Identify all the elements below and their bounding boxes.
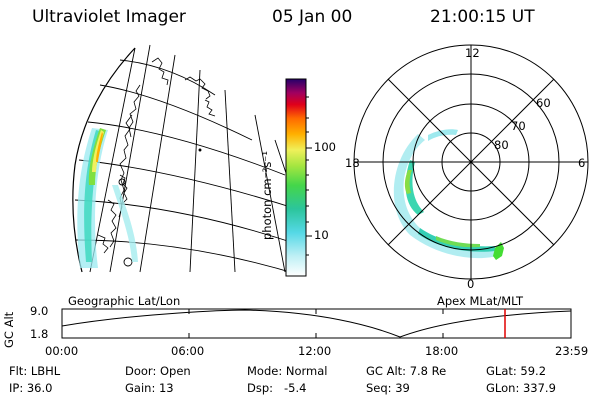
colorbar-unit-label: photon cm⁻²s⁻¹ xyxy=(260,151,274,240)
altitude-xtick-2359: 23:59 xyxy=(555,344,589,358)
glat-label: GLat: xyxy=(486,364,517,378)
colorbar-ticks xyxy=(306,96,312,256)
ip-label: IP: xyxy=(9,381,24,395)
altitude-xtick-1200: 12:00 xyxy=(298,344,332,358)
glon-value: 337.9 xyxy=(522,381,556,395)
flt-value: LBHL xyxy=(30,364,61,378)
glat-value: 59.2 xyxy=(520,364,547,378)
dsp-value: -5.4 xyxy=(284,381,307,395)
mlt-label-12: 12 xyxy=(465,46,480,60)
door-label: Door: xyxy=(125,364,157,378)
colorbar-tick-100: 100 xyxy=(314,140,336,154)
glon-label: GLon: xyxy=(486,381,520,395)
flt-label: Flt: xyxy=(9,364,28,378)
mlat-label-70: 70 xyxy=(511,119,526,133)
mlt-label-0: 0 xyxy=(467,277,475,291)
polar-plot xyxy=(353,44,589,280)
mlat-label-80: 80 xyxy=(494,138,509,152)
header-date: 05 Jan 00 xyxy=(272,7,353,27)
mode-value: Normal xyxy=(285,364,328,378)
altitude-xtick-1800: 18:00 xyxy=(425,344,459,358)
mode-label: Mode: xyxy=(247,364,283,378)
right-map-caption: Apex MLat/MLT xyxy=(437,294,524,308)
seq-label: Seq: xyxy=(366,381,392,395)
seq-value: 39 xyxy=(395,381,410,395)
colorbar-tick-10: 10 xyxy=(314,228,329,242)
dsp-label: Dsp: xyxy=(247,381,274,395)
altitude-xtick-0000: 00:00 xyxy=(45,344,79,358)
gain-value: 13 xyxy=(158,381,174,395)
colorbar xyxy=(285,78,307,277)
mlat-label-60: 60 xyxy=(536,96,551,110)
gc-alt-label: GC Alt: xyxy=(366,364,407,378)
mlt-label-6: 6 xyxy=(578,156,586,170)
instrument-title: Ultraviolet Imager xyxy=(32,7,186,27)
altitude-ylabel: GC Alt xyxy=(2,311,16,348)
altitude-ytick-1_8: 1.8 xyxy=(30,327,49,341)
gain-label: Gain: xyxy=(125,381,156,395)
mlt-label-18: 18 xyxy=(345,156,360,170)
gc-alt-value: 7.8 Re xyxy=(409,364,447,378)
ip-value: 36.0 xyxy=(26,381,53,395)
door-value: Open xyxy=(159,364,191,378)
altitude-xtick-0600: 06:00 xyxy=(171,344,205,358)
altitude-plot xyxy=(61,308,572,339)
left-aurora-emission xyxy=(77,128,138,268)
header-time: 21:00:15 UT xyxy=(430,7,535,27)
left-map-caption: Geographic Lat/Lon xyxy=(68,294,181,308)
altitude-ytick-9: 9.0 xyxy=(30,304,49,318)
